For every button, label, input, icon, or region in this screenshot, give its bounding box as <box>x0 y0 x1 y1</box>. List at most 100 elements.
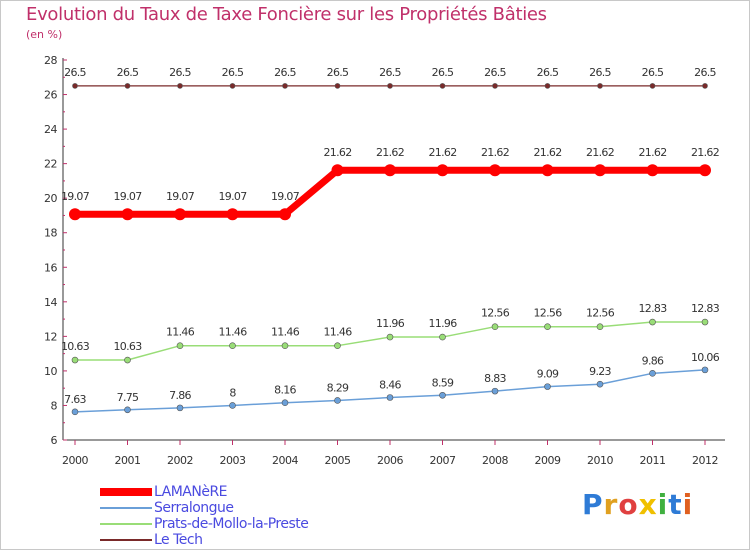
y-tick-label: 6 <box>51 434 58 447</box>
logo-letter: i <box>657 488 669 521</box>
data-label-serralongue: 8.83 <box>484 372 506 385</box>
data-label-laman-re: 21.62 <box>376 146 404 159</box>
proxiti-logo: Proxiti <box>582 488 693 521</box>
data-label-laman-re: 19.07 <box>219 190 248 203</box>
data-point-prats-de-mollo-la-preste <box>439 333 446 341</box>
data-label-serralongue: 9.09 <box>537 368 559 381</box>
data-label-laman-re: 21.62 <box>429 146 457 159</box>
y-tick-label: 12 <box>44 330 57 343</box>
data-label-le-tech: 26.5 <box>432 66 454 79</box>
y-tick-label: 26 <box>44 89 57 102</box>
data-point-serralongue <box>701 366 709 374</box>
data-label-serralongue: 8.16 <box>274 384 296 397</box>
data-point-le-tech <box>282 83 288 89</box>
x-tick-label: 2003 <box>220 454 246 467</box>
data-label-prats-de-mollo-la-preste: 12.56 <box>534 307 563 320</box>
x-tick-label: 2008 <box>482 454 508 467</box>
data-point-le-tech <box>334 83 341 89</box>
x-tick-label: 2006 <box>377 454 403 467</box>
legend-label: Le Tech <box>154 532 203 548</box>
data-point-laman-re <box>699 164 711 177</box>
data-label-serralongue: 9.23 <box>589 365 611 378</box>
data-point-le-tech <box>177 83 183 89</box>
data-label-laman-re: 21.62 <box>691 146 719 159</box>
data-point-laman-re <box>226 208 239 221</box>
logo-letter: r <box>603 488 619 521</box>
data-point-laman-re <box>541 164 554 177</box>
data-point-le-tech <box>124 83 131 89</box>
data-point-le-tech <box>702 83 708 89</box>
data-label-serralongue: 9.86 <box>642 354 664 367</box>
data-point-laman-re <box>331 164 344 177</box>
data-label-le-tech: 26.5 <box>484 66 506 79</box>
data-label-le-tech: 26.5 <box>327 66 349 79</box>
data-point-prats-de-mollo-la-preste <box>491 323 499 330</box>
data-point-le-tech <box>229 83 236 89</box>
legend-label: Prats-de-Mollo-la-Preste <box>154 516 309 532</box>
data-label-laman-re: 21.62 <box>639 146 667 159</box>
x-tick-label: 2000 <box>62 454 88 467</box>
data-label-prats-de-mollo-la-preste: 11.46 <box>271 326 300 339</box>
x-tick-label: 2004 <box>272 454 298 467</box>
y-tick-label: 22 <box>44 158 57 171</box>
data-label-prats-de-mollo-la-preste: 12.83 <box>639 302 668 315</box>
x-tick-label: 2001 <box>115 454 141 467</box>
data-point-le-tech <box>492 83 498 89</box>
y-tick-label: 28 <box>44 54 57 67</box>
data-label-laman-re: 21.62 <box>534 146 562 159</box>
data-label-serralongue: 7.75 <box>117 391 139 404</box>
data-point-laman-re <box>436 164 449 177</box>
data-label-serralongue: 7.63 <box>64 393 86 406</box>
legend-label: LAMANèRE <box>154 484 228 500</box>
legend: LAMANèRE Serralongue Prats-de-Mollo-la-Pre… <box>100 484 420 548</box>
data-point-laman-re <box>279 208 291 221</box>
data-label-laman-re: 21.62 <box>324 146 352 159</box>
data-point-serralongue <box>71 408 79 416</box>
data-label-prats-de-mollo-la-preste: 12.56 <box>586 307 615 320</box>
data-label-prats-de-mollo-la-preste: 10.63 <box>114 340 143 353</box>
data-point-prats-de-mollo-la-preste <box>229 342 236 349</box>
data-label-le-tech: 26.5 <box>222 66 244 79</box>
data-label-laman-re: 19.07 <box>271 190 300 203</box>
data-label-le-tech: 26.5 <box>642 66 664 79</box>
data-label-laman-re: 19.07 <box>114 190 143 203</box>
data-point-serralongue <box>386 394 394 401</box>
data-point-prats-de-mollo-la-preste <box>386 333 394 341</box>
data-point-laman-re <box>646 164 659 177</box>
x-tick-label: 2007 <box>430 454 456 467</box>
data-point-prats-de-mollo-la-preste <box>544 323 551 330</box>
y-tick-label: 16 <box>44 261 57 274</box>
data-label-le-tech: 26.5 <box>379 66 401 79</box>
logo-letter: t <box>668 488 683 521</box>
y-tick-label: 18 <box>44 227 57 240</box>
data-point-prats-de-mollo-la-preste <box>124 356 131 364</box>
x-tick-label: 2011 <box>640 454 666 467</box>
y-tick-label: 14 <box>44 296 57 309</box>
data-label-le-tech: 26.5 <box>64 66 86 79</box>
y-tick-label: 10 <box>44 365 57 378</box>
data-label-serralongue: 7.86 <box>169 389 191 402</box>
data-label-prats-de-mollo-la-preste: 10.63 <box>61 340 90 353</box>
legend-swatch <box>100 523 152 525</box>
data-point-le-tech <box>649 83 656 89</box>
data-label-prats-de-mollo-la-preste: 11.46 <box>219 326 248 339</box>
legend-swatch <box>100 488 152 496</box>
data-point-serralongue <box>596 380 604 388</box>
legend-label: Serralongue <box>154 500 234 516</box>
data-point-serralongue <box>281 399 289 406</box>
x-tick-label: 2010 <box>587 454 613 467</box>
data-label-prats-de-mollo-la-preste: 11.46 <box>324 326 353 339</box>
data-label-serralongue: 8.46 <box>379 379 401 392</box>
data-label-prats-de-mollo-la-preste: 12.56 <box>481 307 510 320</box>
data-label-le-tech: 26.5 <box>117 66 139 79</box>
data-label-le-tech: 26.5 <box>274 66 296 79</box>
data-point-le-tech <box>544 83 551 89</box>
legend-swatch <box>100 507 152 509</box>
data-point-serralongue <box>176 404 184 412</box>
x-tick-label: 2005 <box>325 454 351 467</box>
data-label-prats-de-mollo-la-preste: 12.83 <box>691 302 720 315</box>
data-label-le-tech: 26.5 <box>589 66 611 79</box>
data-point-prats-de-mollo-la-preste <box>176 342 184 349</box>
